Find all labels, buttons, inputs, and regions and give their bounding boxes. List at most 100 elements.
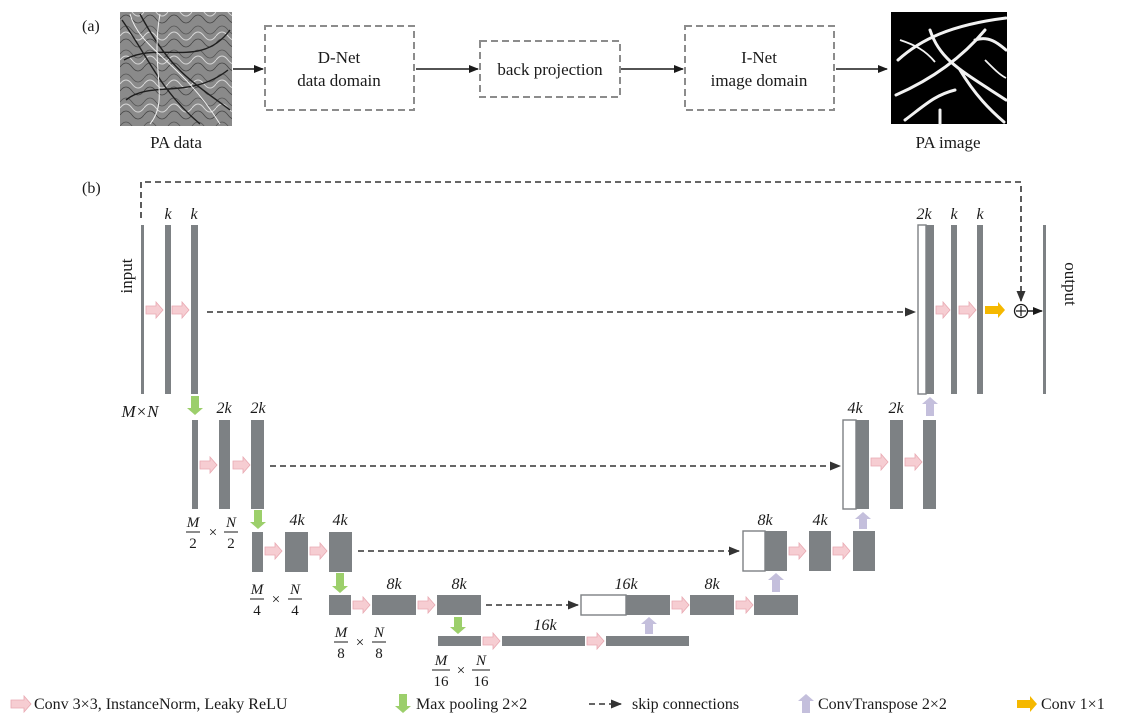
svg-text:8: 8 <box>337 646 345 662</box>
convtranspose-arrow-4 <box>922 397 938 416</box>
svg-text:M: M <box>250 582 265 598</box>
convtranspose-arrow-2 <box>768 573 784 592</box>
svg-text:M: M <box>186 515 201 531</box>
svg-text:2: 2 <box>227 536 235 552</box>
dnet-subtitle: data domain <box>297 71 381 90</box>
svg-text:16: 16 <box>474 674 490 690</box>
channel-label-1a: k <box>164 206 172 223</box>
size-label-sixteenth: M 16 × N 16 <box>432 653 490 690</box>
channel-label-2b: 2k <box>216 400 232 417</box>
conv-arrow-2 <box>172 302 189 318</box>
encoder-block-4b <box>372 595 416 615</box>
decoder-concat-block-4 <box>581 595 626 615</box>
svg-text:×: × <box>457 663 465 679</box>
conv-arrow-7 <box>353 597 370 613</box>
bottleneck-block-a <box>438 636 481 646</box>
decoder-concat-block-2 <box>843 420 856 509</box>
encoder-block-2a <box>192 420 198 509</box>
inet-subtitle: image domain <box>711 71 808 90</box>
maxpool-arrow-4 <box>450 617 466 634</box>
dnet-title: D-Net <box>318 48 361 67</box>
svg-text:M: M <box>434 653 449 669</box>
convtranspose-arrow-1 <box>641 617 657 634</box>
conv-arrow-15 <box>871 454 888 470</box>
conv-arrow-5 <box>265 543 282 559</box>
conv-arrow-8 <box>418 597 435 613</box>
inet-title: I-Net <box>741 48 777 67</box>
conv1x1-arrow <box>985 302 1005 318</box>
encoder-block-1b <box>191 225 198 394</box>
decoder-block-1a <box>926 225 934 394</box>
decoder-concat-block-1 <box>918 225 926 394</box>
maxpool-arrow-3 <box>332 573 348 593</box>
decoder-block-3b <box>809 531 831 571</box>
inet-box <box>685 26 834 110</box>
legend-conv-icon <box>11 696 31 712</box>
channel-label-d1a: 2k <box>916 206 932 223</box>
decoder-block-1b <box>951 225 957 394</box>
decoder-block-3c <box>853 531 875 571</box>
bottleneck-block-c <box>606 636 689 646</box>
channel-label-d1b: k <box>950 206 958 223</box>
maxpool-arrow-2 <box>250 510 266 529</box>
legend-convtranspose-icon <box>798 694 814 713</box>
svg-text:4: 4 <box>291 603 299 619</box>
size-label-eighth: M 8 × N 8 <box>334 625 386 662</box>
svg-text:M: M <box>334 625 349 641</box>
pa-data-caption: PA data <box>150 133 202 152</box>
conv-arrow-14 <box>833 543 850 559</box>
legend-conv1x1-icon <box>1017 696 1037 712</box>
decoder-block-2a <box>856 420 869 509</box>
conv-arrow-13 <box>789 543 806 559</box>
size-label-quarter: M 4 × N 4 <box>250 582 302 619</box>
channel-label-d4b: 8k <box>704 576 720 593</box>
conv-arrow-12 <box>736 597 753 613</box>
decoder-block-2c <box>923 420 936 509</box>
decoder-block-4b <box>690 595 734 615</box>
encoder-block-3a <box>252 532 263 572</box>
svg-text:16: 16 <box>434 674 450 690</box>
decoder-concat-block-3 <box>743 531 765 571</box>
channel-label-d4a: 16k <box>614 576 638 593</box>
legend: Conv 3×3, InstanceNorm, Leaky ReLU Max p… <box>11 694 1105 713</box>
svg-text:N: N <box>289 582 301 598</box>
svg-text:×: × <box>209 525 217 541</box>
conv-arrow-17 <box>936 302 950 318</box>
channel-label-d3b: 4k <box>812 512 828 529</box>
conv-arrow-9 <box>483 633 500 649</box>
svg-text:N: N <box>475 653 487 669</box>
panel-a-label: (a) <box>82 18 100 35</box>
convtranspose-arrow-3 <box>855 512 871 529</box>
output-label: output <box>1061 262 1080 306</box>
pa-image <box>891 12 1007 124</box>
channel-label-4b: 8k <box>386 576 402 593</box>
input-label: input <box>117 258 136 293</box>
conv-arrow-16 <box>905 454 922 470</box>
channel-label-5: 16k <box>533 617 557 634</box>
channel-label-3c: 4k <box>332 512 348 529</box>
channel-label-d2a: 4k <box>847 400 863 417</box>
decoder-block-1c <box>977 225 983 394</box>
svg-text:×: × <box>356 635 364 651</box>
legend-conv1-label: Conv 1×1 <box>1041 696 1105 713</box>
panel-b-label: (b) <box>82 180 101 197</box>
conv-arrow-18 <box>959 302 976 318</box>
channel-label-4c: 8k <box>451 576 467 593</box>
decoder-block-3a <box>765 531 787 571</box>
size-label-full: M×N <box>121 402 161 421</box>
global-skip-connection <box>141 182 1021 301</box>
legend-maxpool-label: Max pooling 2×2 <box>416 696 527 713</box>
back-projection-label: back projection <box>497 60 603 79</box>
legend-conv-label: Conv 3×3, InstanceNorm, Leaky ReLU <box>34 696 288 713</box>
svg-text:8: 8 <box>375 646 383 662</box>
conv-arrow-11 <box>672 597 689 613</box>
encoder-block-3b <box>285 532 308 572</box>
channel-label-1b: k <box>190 206 198 223</box>
svg-text:N: N <box>373 625 385 641</box>
decoder-block-4c <box>754 595 798 615</box>
bottleneck-block-b <box>502 636 585 646</box>
input-block <box>141 225 144 394</box>
legend-maxpool-icon <box>395 694 411 713</box>
size-label-half: M 2 × N 2 <box>186 515 238 552</box>
svg-text:2: 2 <box>189 536 197 552</box>
